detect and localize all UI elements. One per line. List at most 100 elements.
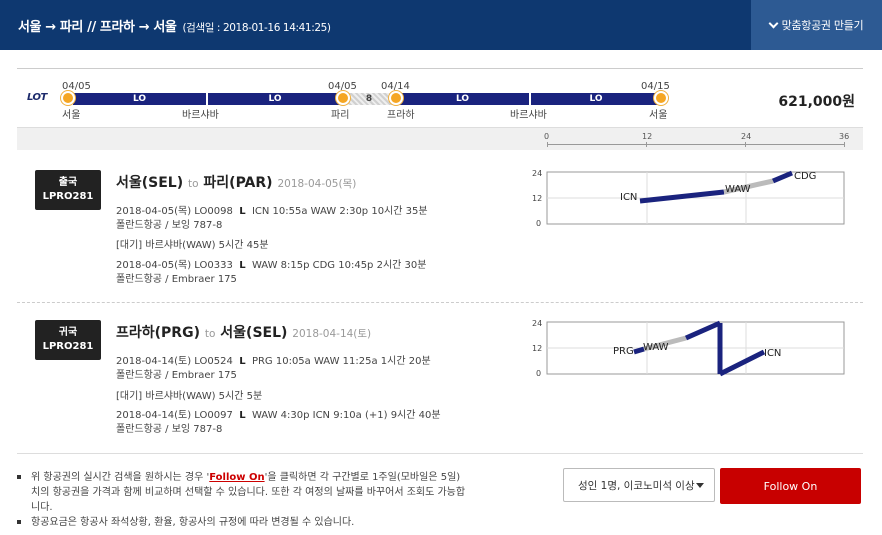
- make-custom-ticket-label: 맞춤항공권 만들기: [781, 19, 864, 32]
- outbound-title: 서울(SEL) to 파리(PAR) 2018-04-05(목): [116, 172, 356, 192]
- origin: 서울(SEL): [116, 175, 184, 191]
- search-date: (검색일 : 2018-01-16 14:41:25): [182, 22, 331, 34]
- leg-detail: ICN 10:55a WAW 2:30p 10시간 35분: [251, 206, 428, 217]
- to-word: to: [204, 328, 216, 340]
- city-label: 서울: [649, 110, 668, 121]
- layover-info: [대기] 바르샤바(WAW) 5시간 5분: [116, 391, 263, 402]
- badge-direction: 귀국: [58, 327, 78, 338]
- bullet-icon: [17, 520, 21, 524]
- axis-tick: [646, 142, 647, 147]
- airport-label: WAW: [643, 342, 669, 353]
- layover-info: [대기] 바르샤바(WAW) 5시간 45분: [116, 240, 269, 251]
- notice-text: 위 항공권의 실시간 검색을 원하시는 경우 'Follow On'을 클릭하면…: [17, 470, 467, 515]
- axis-tick-label: 36: [839, 132, 850, 141]
- notice-text-b: '을 클릭하면 각 구간별로 1주일(모바일은 5일)치의 항공권을 가격과 함…: [31, 472, 466, 513]
- y-tick-label: 12: [532, 194, 542, 203]
- airport-label: PRG: [613, 346, 634, 357]
- outbound-badge: 출국 LPRO281: [35, 170, 101, 210]
- flight-segment: LO: [73, 93, 206, 105]
- flight-segment: LO: [396, 93, 529, 105]
- leg-detail: PRG 10:05a WAW 11:25a 1시간 20분: [251, 356, 431, 367]
- layover-line: [643, 335, 687, 352]
- flight-leg-line: [633, 346, 645, 355]
- booking-class: L: [239, 410, 246, 421]
- leg-info: 2018-04-05(목) LO0333 L WAW 8:15p CDG 10:…: [116, 256, 426, 271]
- flight-leg-line: [718, 349, 766, 377]
- airport-label: CDG: [794, 171, 816, 182]
- city-marker: [389, 91, 403, 105]
- section-divider: [17, 302, 863, 303]
- airport-label: ICN: [620, 192, 637, 203]
- y-tick-label: 24: [532, 169, 542, 178]
- leg-info: 2018-04-14(토) LO0097 L WAW 4:30p ICN 9:1…: [116, 406, 441, 421]
- leg-aircraft: 폴란드항공 / 보잉 787-8: [116, 424, 223, 435]
- stopover-segment: 8: [344, 93, 394, 105]
- route-text: 서울 → 파리 // 프라하 → 서울: [18, 20, 177, 35]
- booking-class: L: [239, 356, 246, 367]
- axis-tick: [844, 142, 845, 147]
- city-label: 바르샤바: [182, 110, 219, 121]
- leg-aircraft: 폴란드항공 / 보잉 787-8: [116, 220, 223, 231]
- booking-class: L: [239, 206, 246, 217]
- caret-down-icon: [696, 483, 704, 488]
- date-label: 04/15: [641, 81, 670, 92]
- flight-date: 2018-04-05(목): [277, 178, 357, 190]
- chevron-down-icon: [768, 18, 779, 28]
- badge-direction: 출국: [58, 177, 78, 188]
- flight-segment: LO: [531, 93, 661, 105]
- inbound-badge: 귀국 LPRO281: [35, 320, 101, 360]
- outbound-timezone-chart: 24 12 0 ICN WAW CDG: [532, 169, 845, 228]
- passenger-class-select[interactable]: 성인 1명, 이코노미석 이상: [563, 468, 715, 502]
- city-label: 바르샤바: [510, 110, 547, 121]
- hour-axis: 0 12 24 36: [17, 128, 863, 150]
- lot-airline-logo: LOT: [27, 92, 47, 103]
- notice-item: 항공요금은 항공사 좌석상황, 환율, 항공사의 규정에 따라 변경될 수 있습…: [17, 515, 467, 530]
- y-tick-label: 12: [532, 344, 542, 353]
- total-price: 621,000원: [778, 94, 855, 110]
- route-title: 서울 → 파리 // 프라하 → 서울 (검색일 : 2018-01-16 14:…: [18, 16, 331, 35]
- date-label: 04/05: [328, 81, 357, 92]
- destination: 파리(PAR): [203, 175, 273, 191]
- leg-flight: 2018-04-14(토) LO0097: [116, 410, 233, 421]
- city-marker: [61, 91, 75, 105]
- route-summary: LOT 04/05 04/05 04/14 04/15 LO LO 8 LO L…: [17, 68, 863, 128]
- badge-code: LPRO281: [42, 341, 94, 352]
- follow-on-button[interactable]: Follow On: [720, 468, 861, 504]
- flight-leg-line: [772, 170, 793, 184]
- flight-leg-line: [639, 189, 725, 204]
- flight-leg-line: [684, 320, 722, 341]
- leg-aircraft: 폴란드항공 / Embraer 175: [116, 370, 237, 381]
- leg-aircraft: 폴란드항공 / Embraer 175: [116, 274, 237, 285]
- notice-item: 위 항공권의 실시간 검색을 원하시는 경우 'Follow On'을 클릭하면…: [17, 470, 467, 515]
- leg-detail: WAW 8:15p CDG 10:45p 2시간 30분: [251, 260, 427, 271]
- flight-segment: LO: [208, 93, 342, 105]
- axis-tick-label: 0: [544, 132, 550, 141]
- axis-tick: [547, 142, 548, 147]
- layover-line: [723, 178, 774, 195]
- destination: 서울(SEL): [220, 325, 288, 341]
- axis-tick-label: 12: [642, 132, 653, 141]
- notice-text: 항공요금은 항공사 좌석상황, 환율, 항공사의 규정에 따라 변경될 수 있습…: [31, 517, 355, 528]
- city-marker: [654, 91, 668, 105]
- bullet-icon: [17, 475, 21, 479]
- leg-flight: 2018-04-05(목) LO0098: [116, 206, 233, 217]
- leg-flight: 2018-04-05(목) LO0333: [116, 260, 233, 271]
- city-label: 프라하: [387, 110, 415, 121]
- airport-label: WAW: [725, 184, 751, 195]
- leg-flight: 2018-04-14(토) LO0524: [116, 356, 233, 367]
- booking-class: L: [239, 260, 246, 271]
- inbound-timezone-chart: 24 12 0 PRG WAW ICN: [532, 319, 845, 378]
- date-label: 04/05: [62, 81, 91, 92]
- axis-tick: [745, 142, 746, 147]
- to-word: to: [188, 178, 199, 190]
- make-custom-ticket-button[interactable]: 맞춤항공권 만들기: [751, 0, 882, 50]
- inbound-title: 프라하(PRG) to 서울(SEL) 2018-04-14(토): [116, 322, 371, 342]
- leg-info: 2018-04-14(토) LO0524 L PRG 10:05a WAW 11…: [116, 352, 431, 367]
- flight-date: 2018-04-14(토): [292, 328, 372, 340]
- origin: 프라하(PRG): [116, 325, 200, 341]
- y-tick-label: 24: [532, 319, 542, 328]
- axis-line: [547, 144, 845, 145]
- follow-on-link[interactable]: Follow On: [209, 472, 265, 483]
- airport-label: ICN: [764, 348, 781, 359]
- city-label: 서울: [62, 110, 81, 121]
